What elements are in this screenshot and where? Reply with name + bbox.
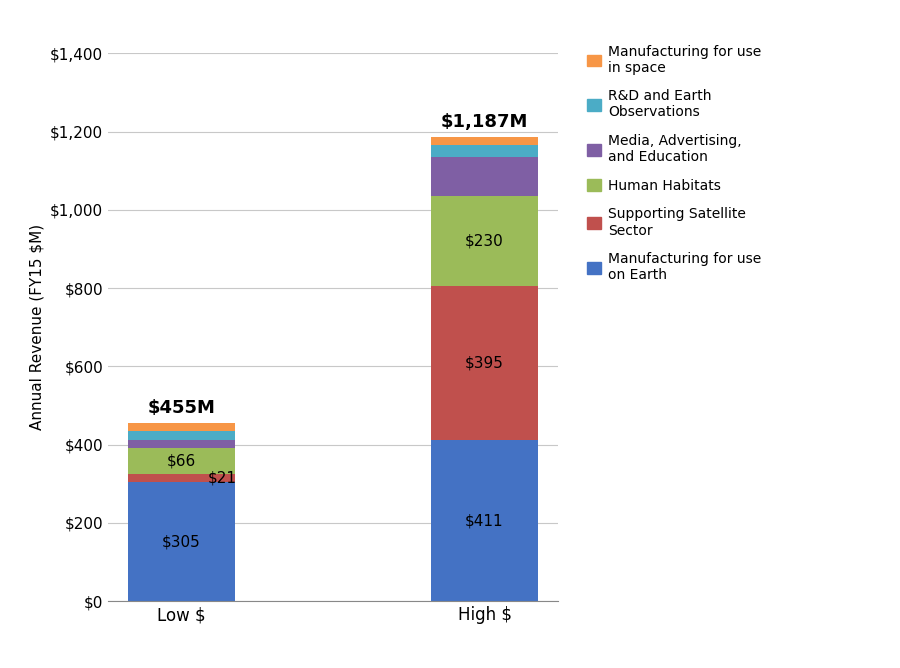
Text: $21: $21 [208,470,237,485]
Bar [129,432,235,440]
Text: $395: $395 [465,355,504,371]
Bar [129,474,235,482]
Bar [431,286,537,440]
Bar [431,196,537,286]
Text: $411: $411 [465,513,504,528]
Bar [431,157,537,196]
Text: $455M: $455M [148,399,215,418]
Bar [129,482,235,601]
Y-axis label: Annual Revenue (FY15 $M): Annual Revenue (FY15 $M) [30,224,44,430]
Bar [129,424,235,432]
Text: $305: $305 [162,534,201,549]
Bar [129,448,235,474]
Legend: Manufacturing for use
in space, R&D and Earth
Observations, Media, Advertising,
: Manufacturing for use in space, R&D and … [583,40,765,287]
Bar [431,137,537,145]
Text: $230: $230 [465,233,504,248]
Bar [431,440,537,601]
Bar [129,440,235,448]
Text: $1,187M: $1,187M [441,113,528,131]
Text: $66: $66 [166,454,196,468]
Bar [431,145,537,157]
